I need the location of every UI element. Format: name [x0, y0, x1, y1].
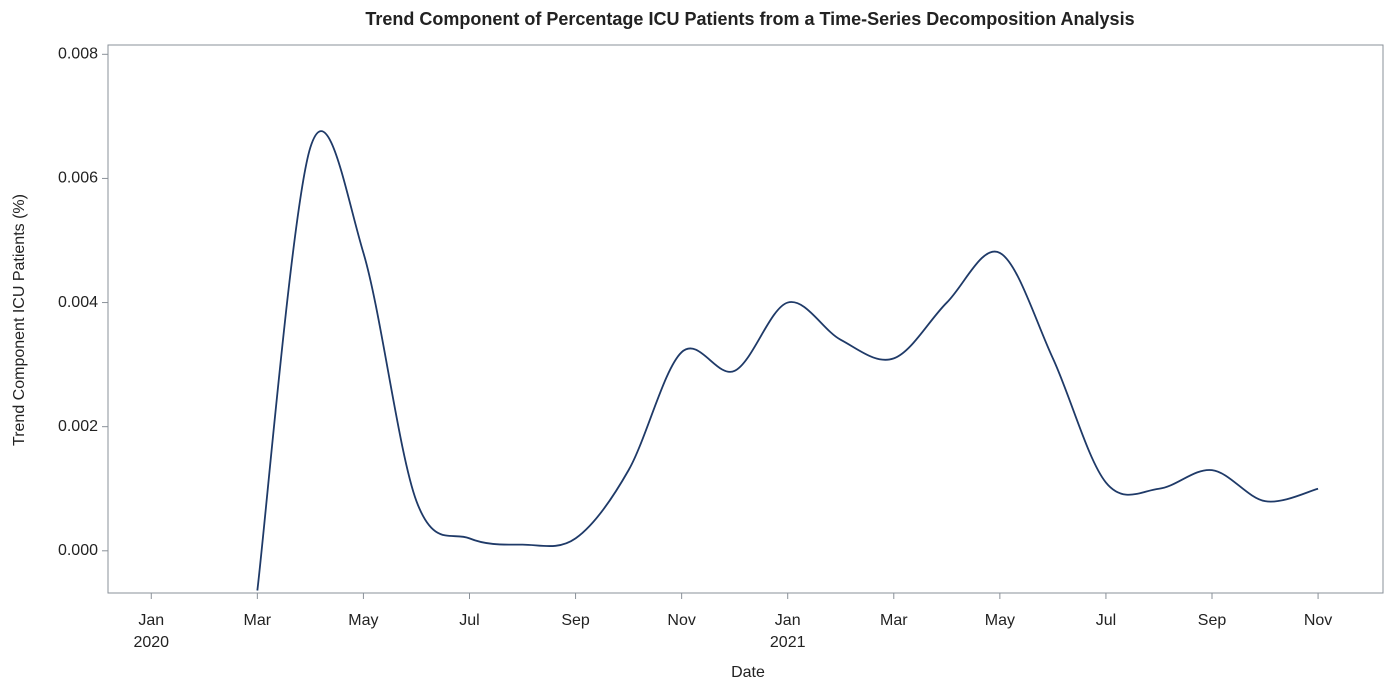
x-tick-label: Jan: [138, 612, 164, 629]
x-tick-label: Mar: [880, 612, 908, 629]
x-tick-label: May: [985, 612, 1015, 629]
x-axis-label: Date: [731, 664, 765, 681]
x-tick-year: 2021: [770, 634, 806, 651]
x-tick-label: Jul: [1096, 612, 1116, 629]
chart-title: Trend Component of Percentage ICU Patien…: [365, 9, 1134, 29]
x-tick-label: Jul: [459, 612, 479, 629]
x-tick-label: Sep: [1198, 612, 1227, 629]
x-tick-label: Sep: [561, 612, 590, 629]
x-tick-label: Jan: [775, 612, 801, 629]
y-tick-label: 0.006: [58, 170, 98, 187]
x-tick-label: May: [348, 612, 378, 629]
y-axis-label: Trend Component ICU Patients (%): [11, 194, 28, 446]
y-tick-label: 0.002: [58, 418, 98, 435]
x-tick-label: Nov: [1304, 612, 1332, 629]
x-tick-year: 2020: [133, 634, 169, 651]
y-tick-label: 0.004: [58, 294, 98, 311]
y-tick-label: 0.008: [58, 46, 98, 63]
y-tick-label: 0.000: [58, 542, 98, 559]
plot-frame: [107, 44, 1384, 594]
trend-line: [256, 130, 1319, 591]
x-tick-label: Nov: [667, 612, 695, 629]
x-tick-label: Mar: [244, 612, 272, 629]
